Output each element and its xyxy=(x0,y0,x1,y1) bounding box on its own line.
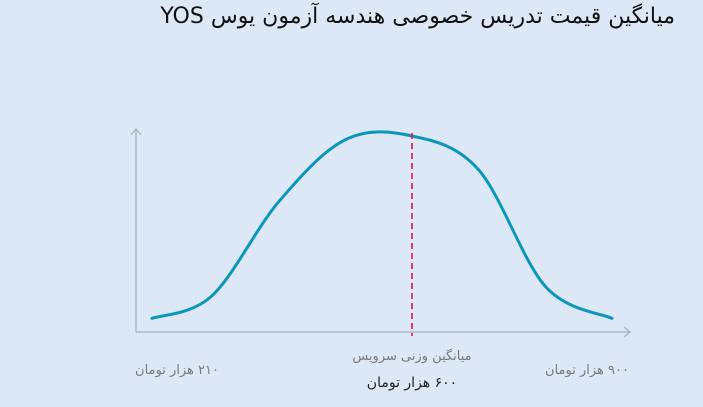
mean-caption-label: میانگین وزنی سرویس xyxy=(352,348,471,364)
y-axis-arrow xyxy=(130,127,142,136)
distribution-curve xyxy=(150,130,614,320)
max-value-label: ۹۰۰ هزار تومان xyxy=(545,363,629,378)
min-value-label: ۲۱۰ هزار تومان xyxy=(135,363,219,378)
x-axis-arrow xyxy=(623,326,632,338)
chart-axes xyxy=(130,127,632,338)
mean-value-label: ۶۰۰ هزار تومان xyxy=(367,375,457,391)
chart-title: میانگین قیمت تدریس خصوصی هندسه آزمون یوس… xyxy=(160,4,675,29)
